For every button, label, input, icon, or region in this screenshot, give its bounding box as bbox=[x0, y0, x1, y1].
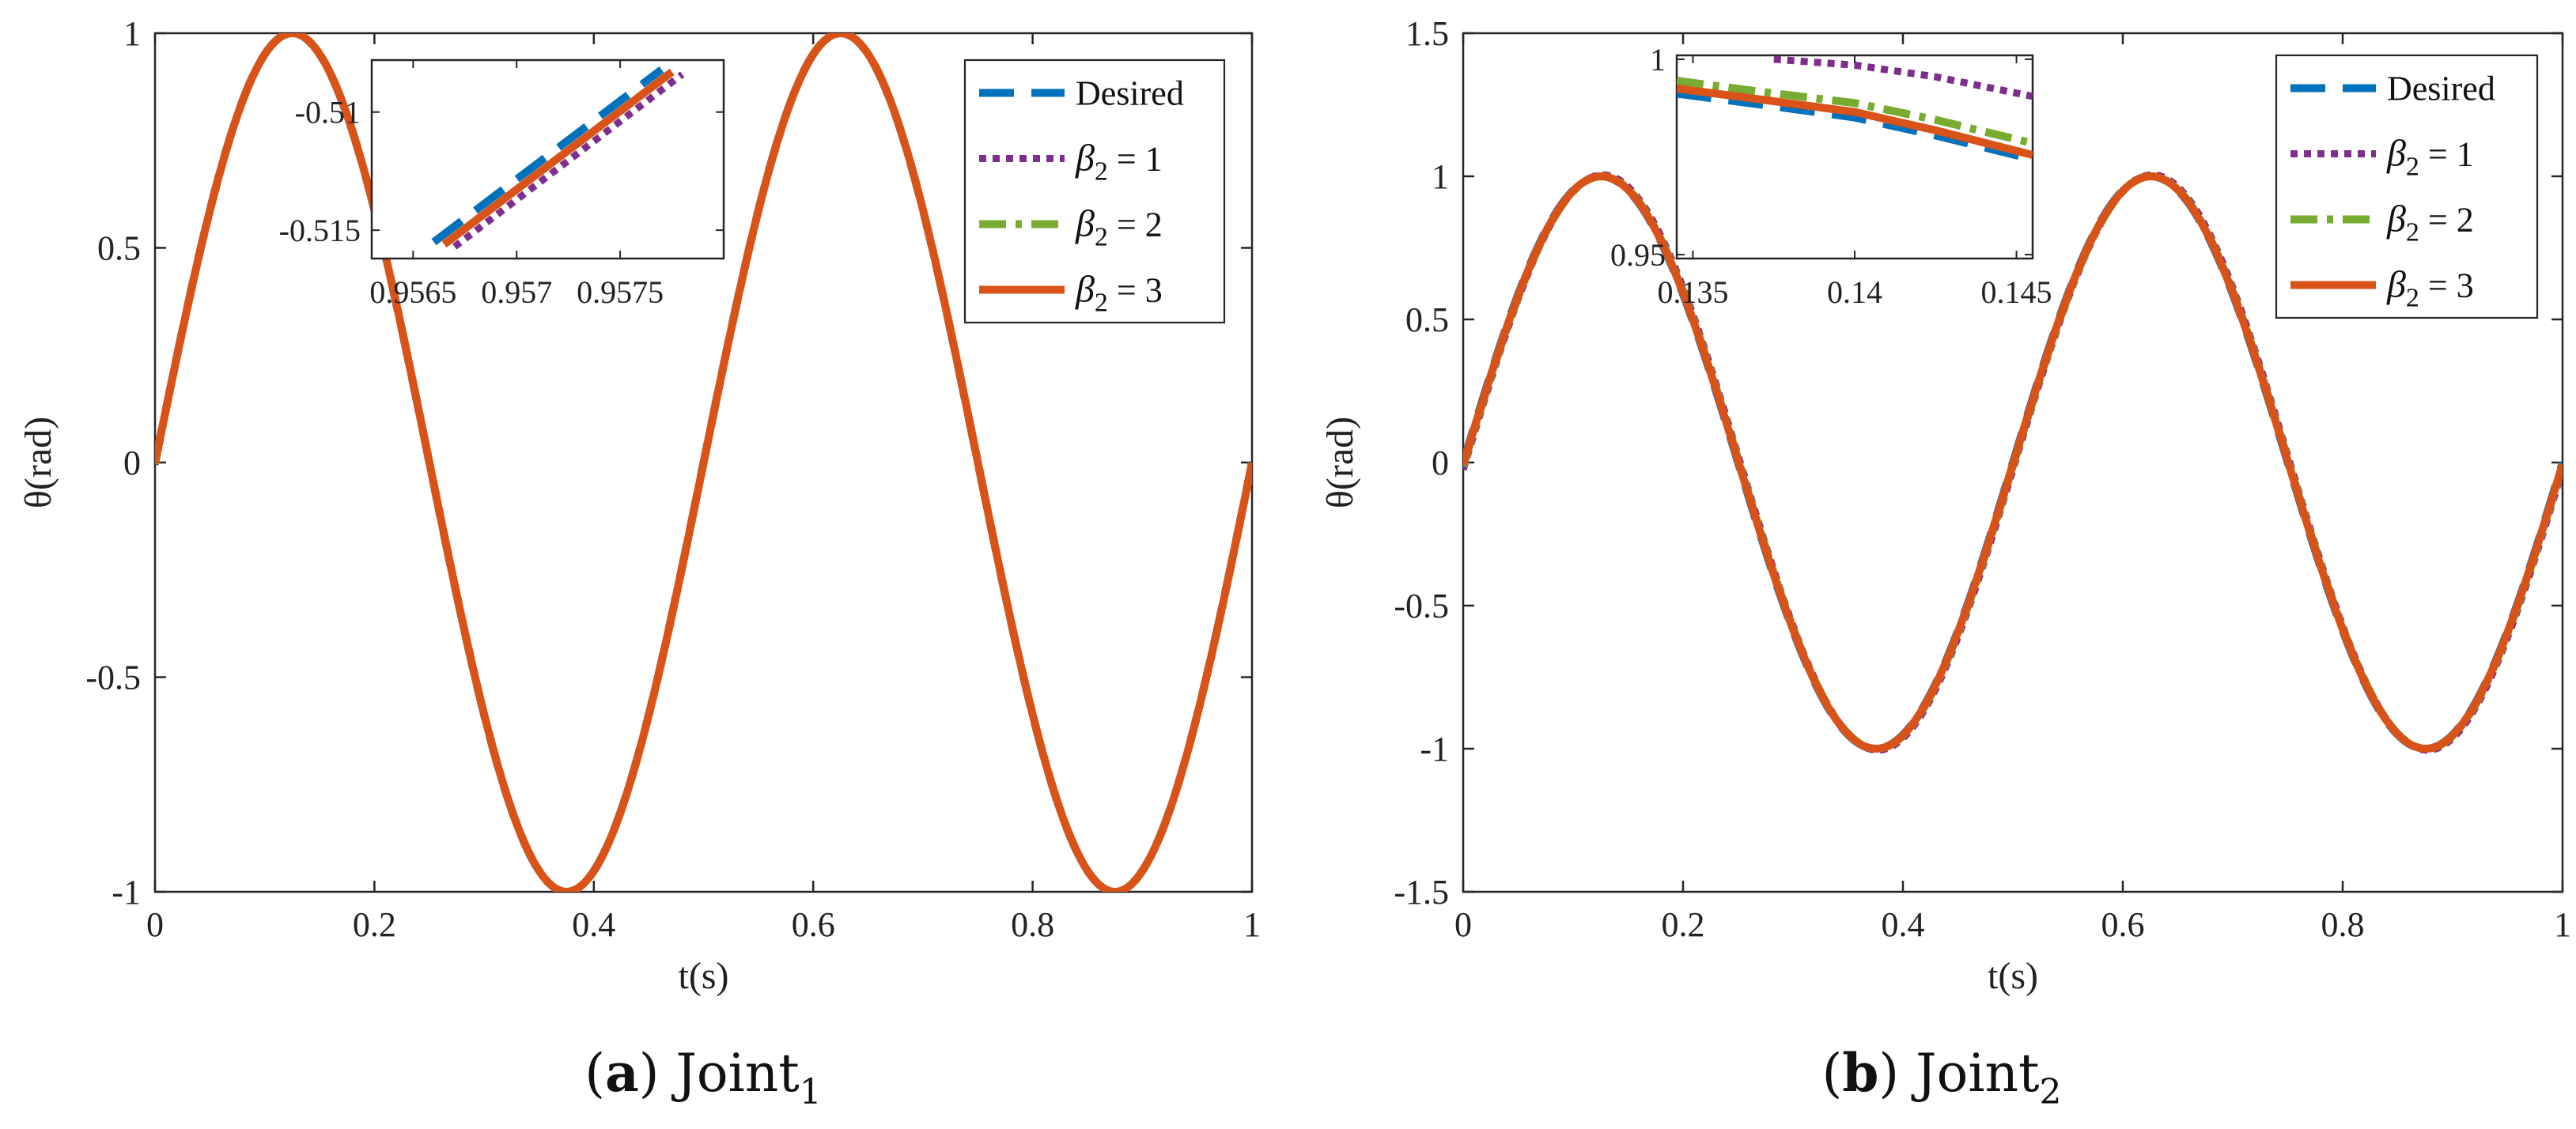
series-group bbox=[1463, 171, 2563, 754]
y-tick-label: 1 bbox=[1432, 157, 1449, 196]
inset-series-line-beta3 bbox=[1677, 85, 2033, 159]
y-tick-label: 0 bbox=[1432, 444, 1449, 482]
inset-zoom-chart: 0.135 0.14 0.145 1 0.95 bbox=[1610, 42, 2052, 310]
x-tick-label: 1 bbox=[2554, 905, 2571, 944]
inset-x-tick-label: 0.135 bbox=[1657, 274, 1728, 310]
y-tick-label: 1.5 bbox=[1405, 14, 1449, 53]
legend-label-beta2: β2 = 2 bbox=[2386, 198, 2474, 247]
y-axis-label: θ(rad) bbox=[17, 417, 59, 508]
y-tick-label: -0.5 bbox=[85, 659, 141, 697]
x-tick-label: 0.2 bbox=[1662, 905, 1705, 944]
y-tick-label: -1 bbox=[1420, 730, 1449, 768]
legend-label-beta1: β2 = 1 bbox=[1075, 138, 1163, 187]
x-axis-label: t(s) bbox=[1988, 955, 2038, 997]
y-axis-label: θ(rad) bbox=[1319, 417, 1361, 508]
inset-series-line-desired bbox=[431, 66, 664, 246]
series-group bbox=[155, 33, 1252, 892]
y-tick-label: 0.5 bbox=[97, 229, 141, 268]
legend-label-beta3: β2 = 3 bbox=[2386, 264, 2474, 313]
legend-box bbox=[2275, 54, 2539, 319]
x-axis-label: t(s) bbox=[679, 955, 729, 997]
y-tick-label: -0.5 bbox=[1394, 587, 1449, 625]
x-tick-label: 0.4 bbox=[572, 905, 615, 944]
legend-label-beta1: β2 = 1 bbox=[2386, 133, 2474, 182]
inset-y-tick-label: -0.515 bbox=[279, 213, 361, 248]
series-line-beta3 bbox=[1463, 172, 2563, 753]
inset-zoom-chart: 0.9565 0.957 0.9575 -0.51 -0.515 bbox=[279, 59, 725, 310]
y-tick-label: 0 bbox=[123, 444, 141, 482]
panel-caption: (a) Joint1 bbox=[584, 1042, 822, 1112]
legend-label-desired: Desired bbox=[1076, 74, 1184, 113]
x-tick-label: 0 bbox=[1454, 905, 1472, 944]
legend-label-beta2: β2 = 2 bbox=[1075, 203, 1163, 252]
series-line-beta3 bbox=[155, 33, 1252, 892]
legend-label-beta3: β2 = 3 bbox=[1075, 269, 1163, 318]
inset-series-line-beta3 bbox=[441, 68, 675, 248]
x-tick-label: 0.6 bbox=[792, 905, 835, 944]
x-tick-label: 0.6 bbox=[2101, 905, 2145, 944]
inset-frame bbox=[1675, 54, 2034, 260]
x-tick-label: 0.4 bbox=[1882, 905, 1925, 944]
y-tick-label: -1 bbox=[112, 873, 141, 912]
inset-y-tick-label: 0.95 bbox=[1610, 237, 1666, 273]
inset-x-tick-label: 0.957 bbox=[481, 274, 552, 310]
x-tick-label: 1 bbox=[1243, 905, 1261, 944]
y-tick-label: 0.5 bbox=[1405, 300, 1449, 339]
panel-caption: (b) Joint2 bbox=[1822, 1042, 2062, 1112]
inset-series-line-beta1 bbox=[1773, 55, 2033, 100]
legend: Desired β2 = 1 β2 = 2 β2 = 3 bbox=[2275, 54, 2539, 319]
panel-a-joint1-chart: 0 0.2 0.4 0.6 0.8 1 1 0.5 0 -0.5 -1 t(s) θ(rad) 0.956… bbox=[17, 14, 1261, 1112]
panel-b-joint2-chart: 0 0.2 0.4 0.6 0.8 1 1.5 1 0.5 0 -0.5 -1 -1.5 t(s) θ(ra… bbox=[1319, 14, 2571, 1112]
inset-frame bbox=[370, 59, 725, 260]
legend-box bbox=[963, 59, 1226, 324]
legend-label-desired: Desired bbox=[2387, 70, 2495, 108]
x-tick-label: 0 bbox=[146, 905, 164, 944]
inset-x-tick-label: 0.14 bbox=[1827, 274, 1882, 310]
inset-x-tick-label: 0.9575 bbox=[577, 274, 664, 310]
inset-y-tick-label: -0.51 bbox=[295, 95, 361, 130]
inset-x-tick-label: 0.145 bbox=[1981, 274, 2052, 310]
y-tick-label: -1.5 bbox=[1394, 873, 1449, 912]
y-tick-label: 1 bbox=[123, 14, 141, 53]
x-tick-label: 0.8 bbox=[2321, 905, 2365, 944]
legend: Desired β2 = 1 β2 = 2 β2 = 3 bbox=[963, 59, 1226, 324]
x-tick-label: 0.8 bbox=[1011, 905, 1054, 944]
inset-series-line-beta2 bbox=[1677, 77, 2033, 148]
inset-series-line-desired bbox=[1677, 89, 2033, 164]
inset-x-tick-label: 0.9565 bbox=[369, 274, 456, 310]
inset-y-tick-label: 1 bbox=[1650, 42, 1666, 77]
x-tick-label: 0.2 bbox=[353, 905, 396, 944]
